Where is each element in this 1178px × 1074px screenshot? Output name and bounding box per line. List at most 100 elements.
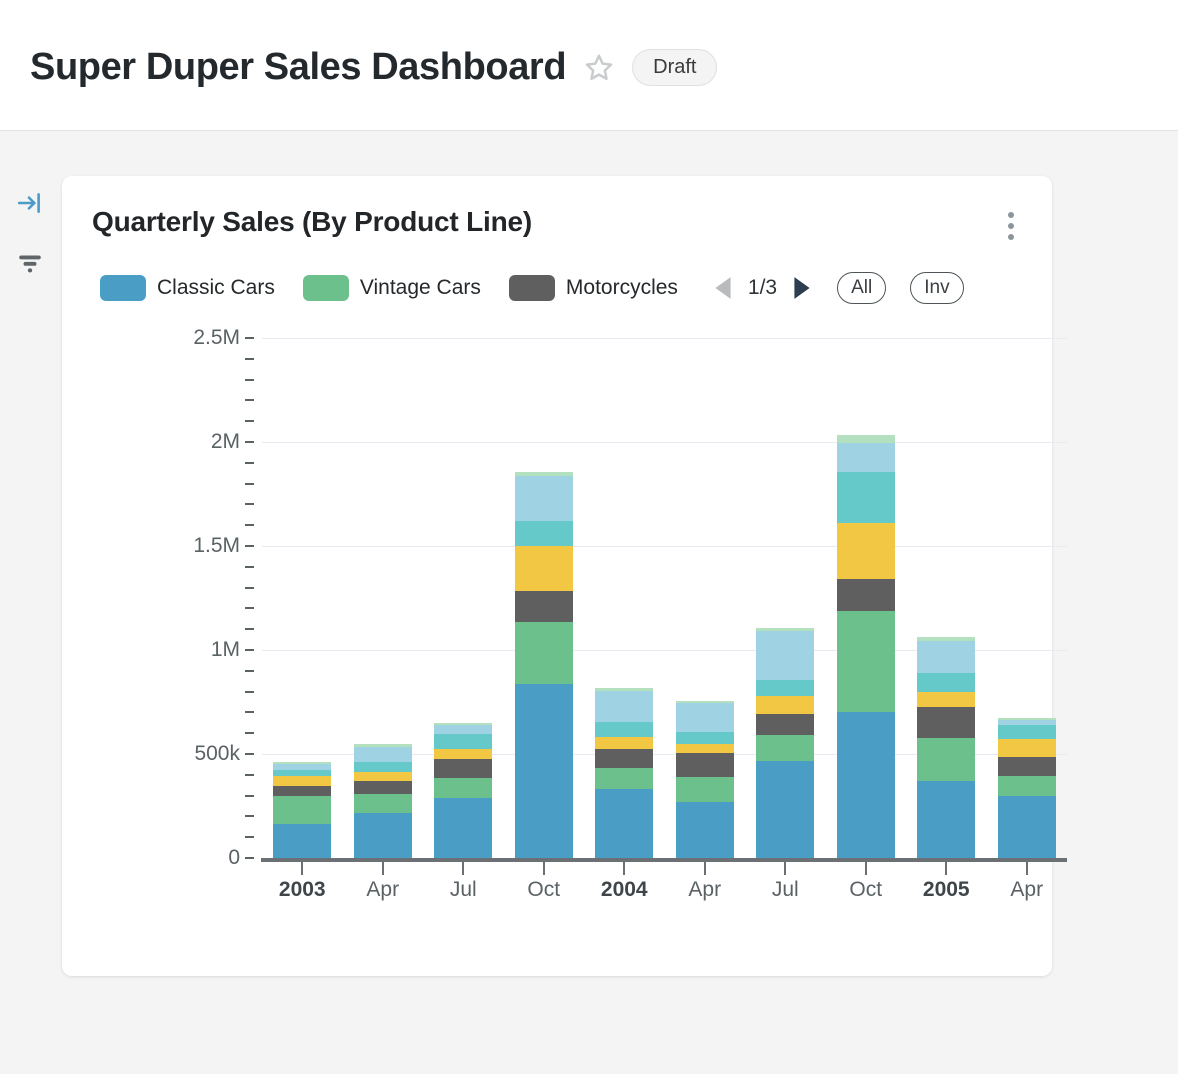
filter-icon[interactable] [13, 246, 47, 280]
bar-segment[interactable] [595, 789, 654, 858]
legend-item-motorcycles[interactable]: Motorcycles [508, 275, 678, 301]
bar-segment[interactable] [997, 775, 1056, 796]
bar-segment[interactable] [997, 757, 1056, 776]
triangle-right-icon[interactable] [791, 275, 813, 301]
bar-segment[interactable] [836, 472, 895, 524]
bar-segment[interactable] [434, 734, 493, 749]
bar-segment[interactable] [514, 590, 573, 622]
gridline [262, 858, 1067, 859]
bar-segment[interactable] [273, 764, 332, 770]
star-icon[interactable] [584, 52, 614, 82]
bar-segment[interactable] [514, 546, 573, 591]
bar-stack[interactable] [917, 636, 976, 858]
bar-segment[interactable] [675, 701, 734, 704]
bar-stack[interactable] [675, 701, 734, 858]
bar-segment[interactable] [434, 759, 493, 778]
chart-plot[interactable]: 0 500k 1M 1.5M 2M 2.5M 2003 Apr Jul Oct 2004 Apr Jul… [193, 326, 1067, 901]
bar-segment[interactable] [917, 640, 976, 673]
legend-label-vintage-cars: Vintage Cars [359, 276, 481, 299]
bar-segment[interactable] [595, 767, 654, 790]
bar-segment[interactable] [434, 777, 493, 798]
bar-segment[interactable] [917, 738, 976, 782]
bar-segment[interactable] [836, 434, 895, 444]
expand-panel-icon[interactable] [13, 186, 47, 220]
bar-segment[interactable] [514, 472, 573, 477]
bar-segment[interactable] [353, 793, 412, 814]
bar-segment[interactable] [756, 735, 815, 762]
bar-segment[interactable] [434, 724, 493, 735]
bar-segment[interactable] [756, 761, 815, 858]
bar-segment[interactable] [836, 443, 895, 473]
bar-stack[interactable] [756, 628, 815, 858]
bar-stack[interactable] [434, 722, 493, 858]
bar-segment[interactable] [514, 521, 573, 547]
bar-segment[interactable] [917, 707, 976, 739]
bar-segment[interactable] [514, 476, 573, 522]
bar-segment[interactable] [675, 776, 734, 802]
page-title: Super Duper Sales Dashboard [30, 45, 567, 88]
bar-segment[interactable] [675, 752, 734, 777]
bar-segment[interactable] [756, 628, 815, 632]
y-axis-label: 500k [194, 742, 240, 765]
bar-stack[interactable] [514, 472, 573, 858]
select-all-button[interactable]: All [837, 272, 887, 304]
bar-stack[interactable] [595, 687, 654, 858]
bar-segment[interactable] [836, 579, 895, 611]
y-axis-tick [245, 753, 254, 755]
bar-segment[interactable] [997, 717, 1056, 720]
bar-segment[interactable] [595, 687, 654, 691]
bar-segment[interactable] [273, 775, 332, 787]
bar-segment[interactable] [273, 823, 332, 858]
bar-segment[interactable] [514, 684, 573, 858]
bar-segment[interactable] [595, 721, 654, 738]
bar-segment[interactable] [756, 680, 815, 696]
bar-segment[interactable] [997, 795, 1056, 858]
bar-segment[interactable] [595, 737, 654, 749]
bar-stack[interactable] [836, 434, 895, 858]
bar-segment[interactable] [836, 523, 895, 580]
bar-segment[interactable] [595, 748, 654, 768]
y-axis-minor-tick [245, 357, 254, 360]
y-axis-minor-tick [245, 565, 254, 568]
bar-segment[interactable] [273, 762, 332, 765]
kebab-menu-icon[interactable] [998, 206, 1024, 246]
bar-segment[interactable] [353, 762, 412, 772]
bar-segment[interactable] [273, 769, 332, 776]
bar-segment[interactable] [675, 743, 734, 753]
legend-item-classic-cars[interactable]: Classic Cars [100, 275, 275, 301]
bar-segment[interactable] [997, 739, 1056, 758]
bar-segment[interactable] [675, 703, 734, 733]
bar-stack[interactable] [273, 762, 332, 858]
bar-segment[interactable] [836, 712, 895, 858]
bar-segment[interactable] [273, 786, 332, 796]
legend-item-vintage-cars[interactable]: Vintage Cars [302, 275, 481, 301]
triangle-left-icon[interactable] [712, 275, 734, 301]
bar-segment[interactable] [434, 797, 493, 858]
bar-segment[interactable] [353, 813, 412, 858]
bar-segment[interactable] [273, 795, 332, 824]
bar-segment[interactable] [514, 621, 573, 685]
bar-segment[interactable] [836, 610, 895, 713]
bar-segment[interactable] [434, 748, 493, 760]
bar-segment[interactable] [434, 722, 493, 725]
bar-segment[interactable] [675, 801, 734, 858]
bar-segment[interactable] [756, 714, 815, 736]
bar-segment[interactable] [917, 672, 976, 692]
bar-stack[interactable] [353, 743, 412, 858]
y-axis-label: 0 [228, 846, 240, 869]
bar-segment[interactable] [917, 691, 976, 708]
bar-segment[interactable] [675, 732, 734, 744]
bar-segment[interactable] [917, 636, 976, 641]
bar-segment[interactable] [595, 690, 654, 722]
bar-segment[interactable] [353, 746, 412, 763]
bar-segment[interactable] [917, 781, 976, 858]
invert-selection-button[interactable]: Inv [910, 272, 964, 304]
bar-segment[interactable] [353, 743, 412, 747]
bar-segment[interactable] [353, 781, 412, 794]
bar-segment[interactable] [353, 771, 412, 782]
bar-stack[interactable] [997, 717, 1056, 858]
bar-segment[interactable] [756, 631, 815, 681]
bar-segment[interactable] [756, 695, 815, 715]
bar-segment[interactable] [997, 724, 1056, 740]
bar-segment[interactable] [997, 719, 1056, 725]
